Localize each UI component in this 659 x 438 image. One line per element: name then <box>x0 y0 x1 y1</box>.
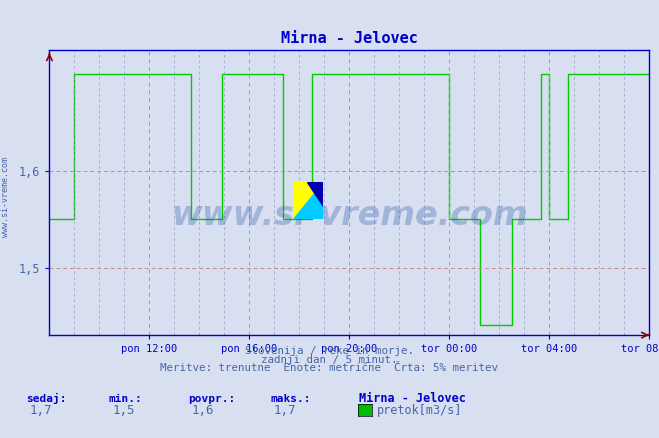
Text: zadnji dan / 5 minut.: zadnji dan / 5 minut. <box>261 355 398 365</box>
Text: maks.:: maks.: <box>270 394 310 404</box>
Text: Mirna - Jelovec: Mirna - Jelovec <box>359 392 466 405</box>
Text: www.si-vreme.com: www.si-vreme.com <box>171 199 528 232</box>
Text: 1,6: 1,6 <box>191 404 214 417</box>
Title: Mirna - Jelovec: Mirna - Jelovec <box>281 32 418 46</box>
Polygon shape <box>293 182 323 219</box>
Text: pretok[m3/s]: pretok[m3/s] <box>377 404 463 417</box>
Polygon shape <box>306 182 323 206</box>
Text: 1,7: 1,7 <box>30 404 52 417</box>
Text: Meritve: trenutne  Enote: metrične  Črta: 5% meritev: Meritve: trenutne Enote: metrične Črta: … <box>161 364 498 374</box>
Polygon shape <box>293 182 323 219</box>
Text: 1,7: 1,7 <box>273 404 296 417</box>
Text: Slovenija / reke in morje.: Slovenija / reke in morje. <box>245 346 414 356</box>
Text: sedaj:: sedaj: <box>26 393 67 404</box>
Text: min.:: min.: <box>109 394 142 404</box>
Text: povpr.:: povpr.: <box>188 394 235 404</box>
Text: www.si-vreme.com: www.si-vreme.com <box>1 157 10 237</box>
Text: 1,5: 1,5 <box>112 404 134 417</box>
